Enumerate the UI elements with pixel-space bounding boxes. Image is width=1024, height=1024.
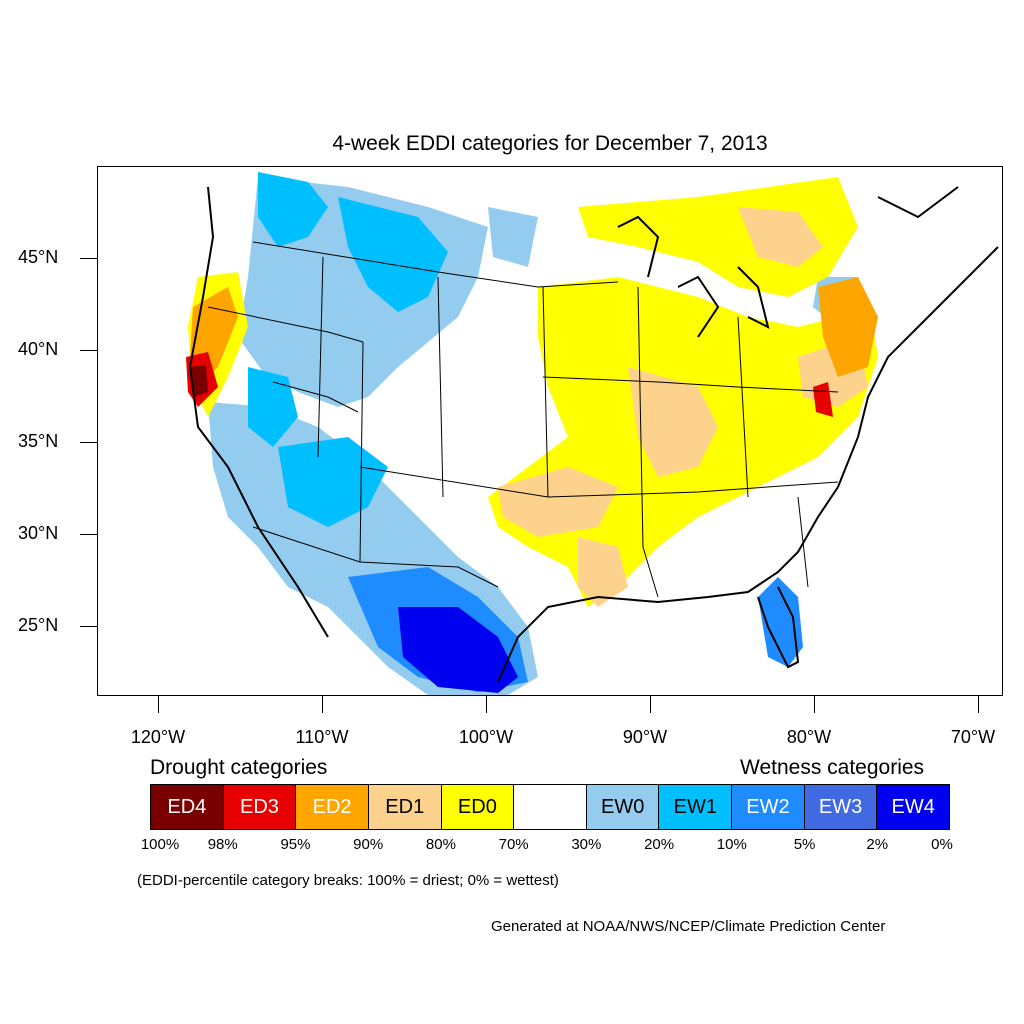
legend-box-ew1: EW1	[659, 785, 733, 829]
map-title: 4-week EDDI categories for December 7, 2…	[332, 132, 768, 155]
legend-note: (EDDI-percentile category breaks: 100% =…	[137, 872, 559, 889]
lon-label-70: 70°W	[950, 727, 996, 747]
lon-label-110: 110°W	[295, 727, 349, 747]
lat-tick	[80, 626, 97, 627]
legend-box-ew4: EW4	[877, 785, 950, 829]
percentile-break-label: 70%	[498, 836, 529, 853]
map-canvas	[186, 172, 999, 695]
lon-tick	[978, 696, 979, 713]
legend-box-ed1: ED1	[368, 785, 442, 829]
legend-box-ew2: EW2	[732, 785, 805, 829]
legend-box-ed2: ED2	[296, 785, 369, 829]
percentile-break-label: 5%	[793, 836, 816, 853]
percentile-break-label: 20%	[644, 836, 675, 853]
lon-label-100: 100°W	[458, 727, 514, 747]
lat-label-25: 25°N	[18, 615, 59, 635]
percentile-break-label: 80%	[425, 836, 456, 853]
lat-tick	[80, 442, 97, 443]
category-legend: ED4 ED3 ED2 ED1 ED0 EW0 EW1 EW2 EW3 EW4	[150, 784, 950, 830]
drought-areas	[186, 177, 878, 607]
percentile-break-label: 90%	[353, 836, 384, 853]
percentile-break-label: 100%	[140, 836, 180, 853]
boundary-lines	[207, 241, 839, 598]
legend-box-neutral	[514, 785, 587, 829]
wetness-areas	[208, 172, 868, 695]
legend-box-ed4: ED4	[151, 785, 224, 829]
lat-tick	[80, 350, 97, 351]
percentile-break-label: 95%	[280, 836, 311, 853]
eddi-map	[97, 166, 1003, 696]
coastlines	[188, 186, 999, 683]
lon-tick	[158, 696, 159, 713]
percentile-break-label: 10%	[716, 836, 747, 853]
lat-label-30: 30°N	[18, 523, 59, 543]
lat-tick	[80, 534, 97, 535]
legend-box-ew3: EW3	[804, 785, 878, 829]
credit-text: Generated at NOAA/NWS/NCEP/Climate Predi…	[491, 918, 886, 935]
percentile-break-label: 98%	[207, 836, 238, 853]
drought-heading: Drought categories	[150, 756, 328, 779]
lat-label-45: 45°N	[18, 247, 59, 267]
lon-label-120: 120°W	[130, 727, 186, 747]
legend-box-ed3: ED3	[223, 785, 297, 829]
lon-label-90: 90°W	[622, 727, 668, 747]
wetness-heading: Wetness categories	[740, 756, 925, 779]
lon-tick	[814, 696, 815, 713]
lon-tick	[322, 696, 323, 713]
legend-box-ew0: EW0	[586, 785, 660, 829]
lat-tick	[80, 258, 97, 259]
lon-tick	[486, 696, 487, 713]
lat-label-35: 35°N	[18, 431, 59, 451]
lon-tick	[650, 696, 651, 713]
percentile-break-label: 0%	[931, 836, 953, 853]
percentile-break-label: 2%	[866, 836, 889, 853]
legend-box-ed0: ED0	[441, 785, 515, 829]
lon-label-80: 80°W	[786, 727, 832, 747]
lat-label-40: 40°N	[18, 339, 59, 359]
percentile-break-label: 30%	[571, 836, 602, 853]
